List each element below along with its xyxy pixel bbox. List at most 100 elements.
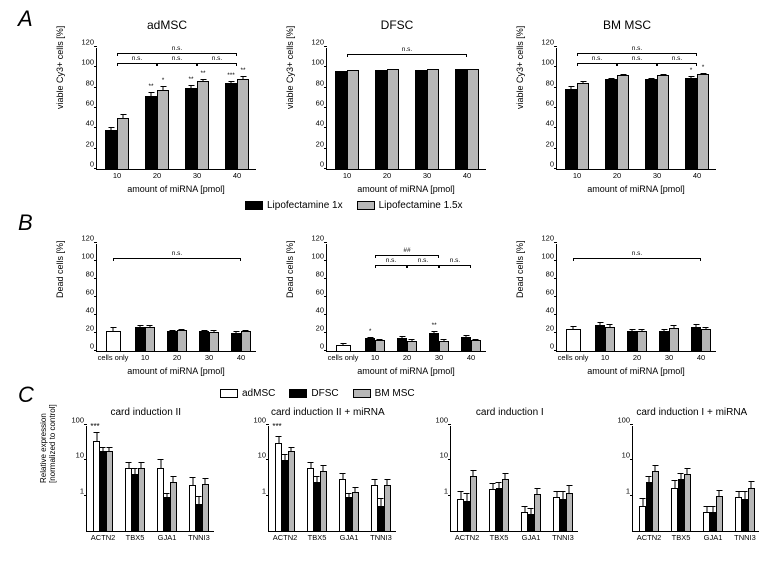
error-bar — [191, 85, 192, 89]
bar — [470, 476, 476, 531]
bar-group — [231, 331, 250, 351]
significance-label: n.s. — [632, 55, 642, 62]
bar — [135, 327, 145, 351]
plot-area: 02040608010012010203040n.s. — [326, 48, 486, 170]
bar-group — [415, 69, 439, 169]
plot-area: 020406080100120cells only10203040n.s. — [96, 244, 256, 352]
bar-group — [335, 70, 359, 169]
error-bar — [569, 485, 570, 494]
error-bar — [680, 473, 681, 480]
significance-marker: ** — [240, 67, 245, 74]
x-tick-label: GJA1 — [522, 531, 541, 542]
x-tick-label: TBX5 — [672, 531, 691, 542]
error-bar — [96, 432, 97, 443]
bar — [471, 340, 481, 351]
bar — [352, 492, 358, 531]
legend-label-dfsc: DFSC — [311, 388, 338, 399]
significance-line — [657, 63, 697, 64]
bar-group: ** — [685, 74, 709, 169]
significance-line — [573, 258, 701, 259]
legend-label-bmmsc: BM MSC — [375, 388, 415, 399]
error-bar — [751, 481, 752, 488]
significance-marker: * — [369, 328, 372, 335]
x-tick-label: ACTN2 — [91, 531, 116, 542]
x-tick-label: 40 — [693, 169, 701, 180]
error-bar — [583, 81, 584, 84]
x-tick-label: GJA1 — [158, 531, 177, 542]
significance-line — [375, 255, 439, 256]
bar — [387, 69, 399, 169]
bar — [320, 471, 326, 531]
chart: 020406080100120cells only10*2030**40n.s.… — [288, 222, 506, 380]
panel-label-c: C — [18, 382, 34, 408]
error-bar — [475, 339, 476, 342]
bar-group — [566, 329, 581, 352]
x-tick-label: 20 — [403, 351, 411, 362]
bar-group — [397, 338, 416, 352]
error-bar — [573, 326, 574, 330]
error-bar — [556, 491, 557, 498]
plot-area: 110100ACTN2TBX5GJA1TNNI3 — [632, 426, 759, 532]
bar-group — [135, 327, 154, 351]
bar — [657, 75, 669, 169]
x-tick-label: cells only — [98, 351, 129, 362]
plot-area: 110100ACTN2TBX5GJA1TNNI3*** — [86, 426, 214, 532]
error-bar — [744, 491, 745, 500]
significance-label: n.s. — [672, 55, 682, 62]
x-tick-label: ACTN2 — [637, 531, 662, 542]
x-tick-label: 20 — [173, 351, 181, 362]
chart: card induction II110100ACTN2TBX5GJA1TNNI… — [54, 410, 224, 550]
x-tick-label: 20 — [633, 351, 641, 362]
chart: DFSC02040608010012010203040n.s.viable Cy… — [288, 20, 506, 198]
row-c: card induction II110100ACTN2TBX5GJA1TNNI… — [54, 410, 759, 550]
bar-group — [307, 468, 326, 531]
error-bar — [738, 491, 739, 498]
legend-ab: Lipofectamine 1x Lipofectamine 1.5x — [245, 200, 463, 211]
bar-group — [457, 476, 476, 531]
bar-group — [605, 75, 629, 169]
chart-title: DFSC — [381, 18, 414, 32]
error-bar — [151, 92, 152, 97]
bar-group: **** — [185, 81, 209, 169]
bar — [439, 341, 449, 351]
bar-group — [595, 325, 614, 351]
bar — [335, 71, 347, 169]
legend-item-lipo15x: Lipofectamine 1.5x — [357, 200, 463, 211]
error-bar — [443, 339, 444, 342]
error-bar — [323, 465, 324, 472]
error-bar — [355, 487, 356, 492]
bar-group — [93, 441, 112, 531]
error-bar — [673, 325, 674, 329]
bar — [167, 331, 177, 351]
bar — [336, 345, 351, 351]
bar — [455, 69, 467, 169]
chart-title: adMSC — [147, 18, 187, 32]
error-bar — [316, 476, 317, 483]
error-bar — [278, 436, 279, 445]
bar-group — [339, 479, 358, 531]
error-bar — [674, 480, 675, 489]
error-bar — [284, 454, 285, 461]
bar — [209, 332, 219, 351]
bar — [566, 329, 581, 352]
x-tick-label: ACTN2 — [455, 531, 480, 542]
significance-marker: * — [162, 77, 165, 84]
bar — [461, 337, 471, 351]
bar-group — [659, 328, 678, 351]
plot-area: 0204060801001201020***30****40*****n.s.n… — [96, 48, 256, 170]
error-bar — [696, 324, 697, 328]
x-axis-label: amount of miRNA [pmol] — [357, 184, 455, 194]
bar-group — [125, 468, 144, 531]
bar: ** — [145, 96, 157, 169]
bar-group — [275, 443, 294, 531]
significance-marker: *** — [90, 422, 99, 431]
legend-item-lipo1x: Lipofectamine 1x — [245, 200, 343, 211]
bar-group — [691, 327, 710, 351]
x-tick-label: 10 — [573, 169, 581, 180]
error-bar — [600, 322, 601, 326]
bar-group — [199, 331, 218, 351]
chart: BM MSC02040608010012010203040**n.s.n.s.n… — [518, 20, 736, 198]
chart: 020406080100120cells only10203040n.s.Dea… — [58, 222, 276, 380]
bar — [397, 338, 407, 352]
error-bar — [109, 447, 110, 452]
